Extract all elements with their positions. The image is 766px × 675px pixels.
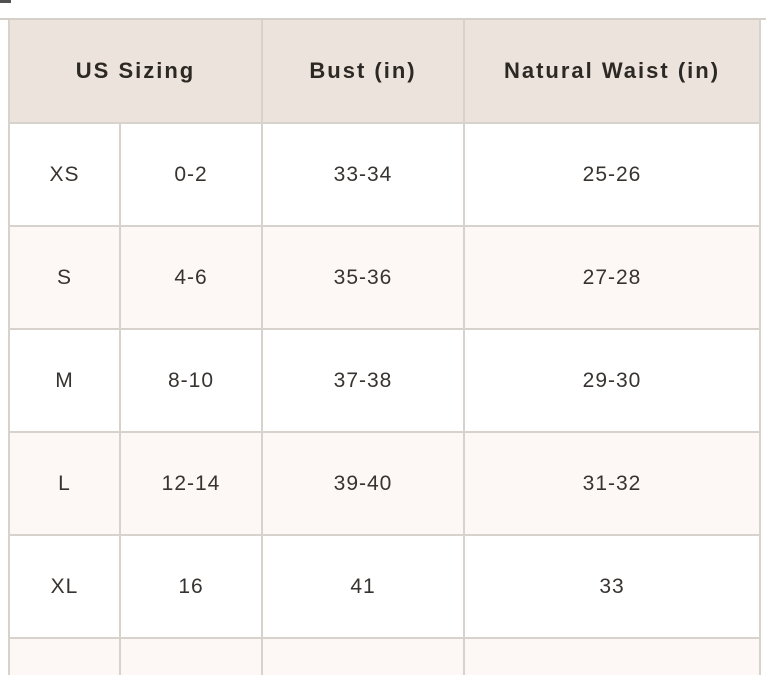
cell-bust: 35-36 [263, 227, 463, 328]
cell-size-label-partial [10, 639, 119, 675]
cell-us-size: 0-2 [121, 124, 261, 225]
cell-bust: 39-40 [263, 433, 463, 534]
header-us-sizing: US Sizing [10, 20, 261, 122]
cell-us-size: 12-14 [121, 433, 261, 534]
screenshot-crop-artifact [0, 0, 11, 3]
cell-bust: 37-38 [263, 330, 463, 431]
cell-us-size-partial [121, 639, 261, 675]
cell-natural-waist-partial [465, 639, 759, 675]
size-chart-table: US Sizing Bust (in) Natural Waist (in) X… [8, 20, 761, 675]
cell-size-label: XS [10, 124, 119, 225]
cell-natural-waist: 29-30 [465, 330, 759, 431]
cell-natural-waist: 25-26 [465, 124, 759, 225]
header-bust: Bust (in) [263, 20, 463, 122]
cell-size-label: S [10, 227, 119, 328]
cell-natural-waist: 31-32 [465, 433, 759, 534]
cell-size-label: XL [10, 536, 119, 637]
cell-bust-partial [263, 639, 463, 675]
top-divider-line [0, 18, 766, 20]
cell-us-size: 8-10 [121, 330, 261, 431]
cell-us-size: 16 [121, 536, 261, 637]
header-natural-waist: Natural Waist (in) [465, 20, 759, 122]
cell-size-label: M [10, 330, 119, 431]
cell-natural-waist: 27-28 [465, 227, 759, 328]
cell-size-label: L [10, 433, 119, 534]
cell-us-size: 4-6 [121, 227, 261, 328]
cell-bust: 41 [263, 536, 463, 637]
cell-natural-waist: 33 [465, 536, 759, 637]
cell-bust: 33-34 [263, 124, 463, 225]
